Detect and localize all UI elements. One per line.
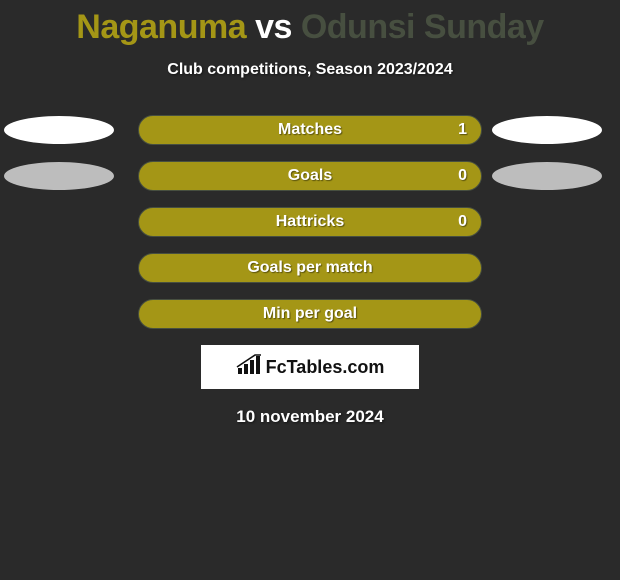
logo-text: FcTables.com: [266, 357, 385, 378]
stat-value: 1: [458, 121, 467, 139]
ellipse-right: [492, 116, 602, 144]
stat-value: 0: [458, 213, 467, 231]
stat-label: Matches: [139, 121, 481, 139]
subtitle: Club competitions, Season 2023/2024: [0, 61, 620, 79]
ellipse-left: [4, 162, 114, 190]
stat-bar: Goals0: [138, 161, 482, 191]
stat-bar: Matches1: [138, 115, 482, 145]
stat-row: Hattricks0: [0, 207, 620, 237]
title-vs: vs: [255, 8, 292, 46]
title-player1: Naganuma: [76, 8, 246, 46]
stat-bar: Hattricks0: [138, 207, 482, 237]
stat-row: Matches1: [0, 115, 620, 145]
stat-label: Hattricks: [139, 213, 481, 231]
stat-row: Min per goal: [0, 299, 620, 329]
stat-label: Goals per match: [139, 259, 481, 277]
comparison-infographic: Naganuma vs Odunsi Sunday Club competiti…: [0, 0, 620, 580]
logo-box: FcTables.com: [201, 345, 419, 389]
stat-value: 0: [458, 167, 467, 185]
stats-bars: Matches1Goals0Hattricks0Goals per matchM…: [0, 115, 620, 329]
date-text: 10 november 2024: [0, 407, 620, 427]
barchart-icon: [236, 354, 262, 381]
stat-row: Goals0: [0, 161, 620, 191]
stat-bar: Min per goal: [138, 299, 482, 329]
title-player2: Odunsi Sunday: [301, 8, 544, 46]
stat-label: Goals: [139, 167, 481, 185]
stat-bar: Goals per match: [138, 253, 482, 283]
ellipse-left: [4, 116, 114, 144]
stat-label: Min per goal: [139, 305, 481, 323]
page-title: Naganuma vs Odunsi Sunday: [0, 0, 620, 47]
ellipse-right: [492, 162, 602, 190]
stat-row: Goals per match: [0, 253, 620, 283]
